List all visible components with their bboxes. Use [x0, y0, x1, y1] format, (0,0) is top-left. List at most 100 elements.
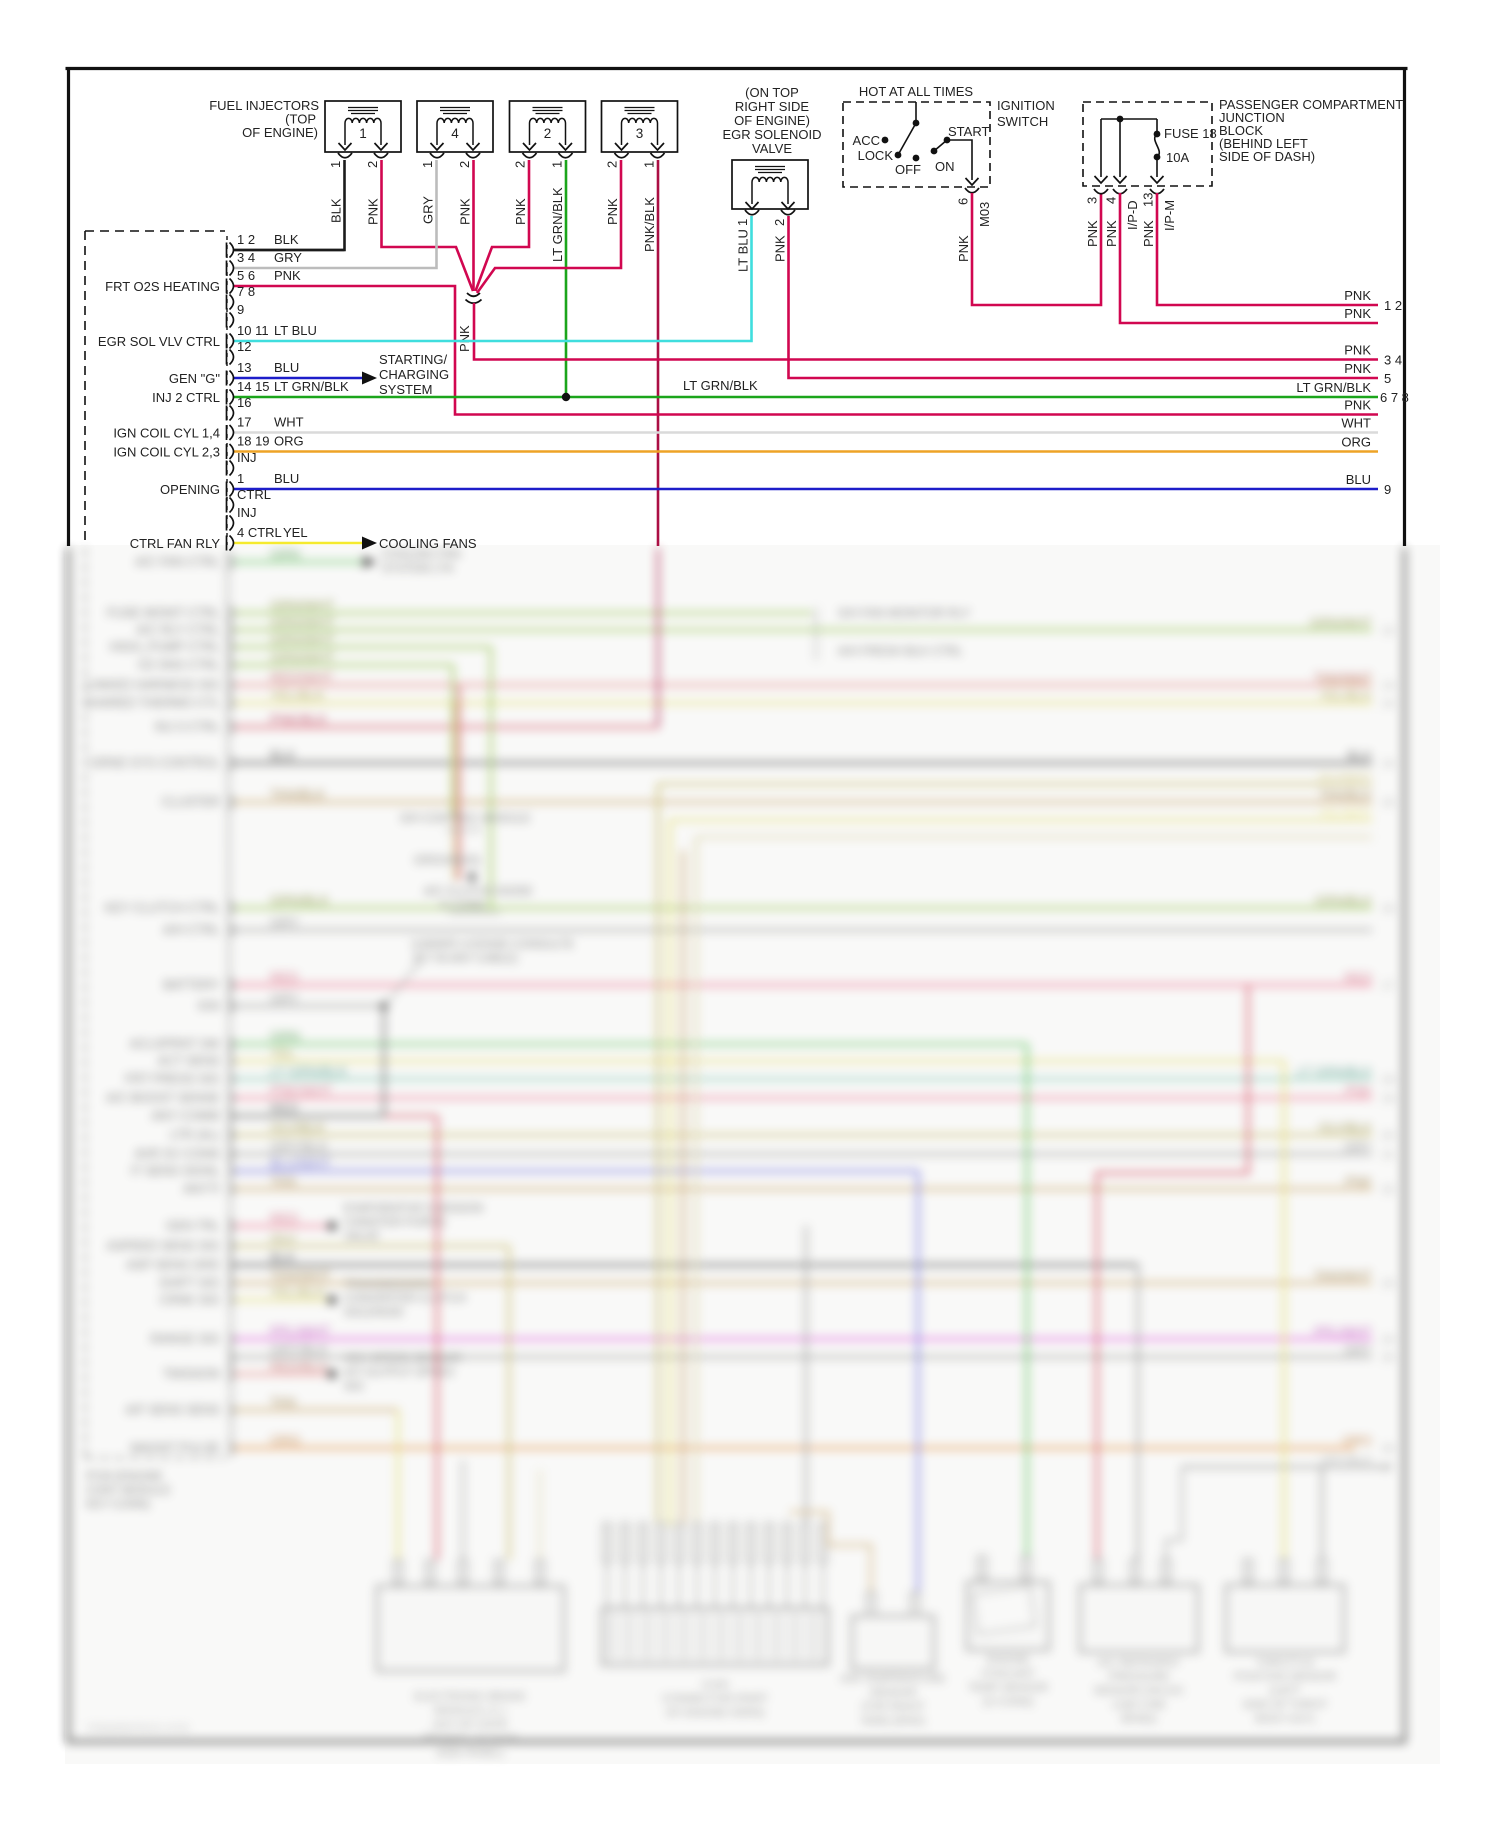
svg-text:10 11: 10 11	[237, 323, 269, 338]
svg-text:YEL: YEL	[270, 1046, 296, 1061]
svg-text:TRANSMISSION: TRANSMISSION	[344, 1279, 432, 1291]
svg-text:RED: RED	[270, 970, 299, 985]
svg-text:CLUSTER: CLUSTER	[162, 795, 220, 809]
svg-text:A/T OUTPUT SPEED: A/T OUTPUT SPEED	[344, 1367, 454, 1379]
svg-text:A/H FRESH BLK CTRL: A/H FRESH BLK CTRL	[838, 644, 963, 658]
svg-text:CONNECTOR (PART: CONNECTOR (PART	[662, 1693, 768, 1705]
svg-text:TMSSION: TMSSION	[163, 1367, 220, 1381]
svg-text:PPL/WHT: PPL/WHT	[1314, 1324, 1372, 1339]
svg-text:13: 13	[237, 360, 251, 375]
svg-text:A/C FAN CTRL: A/C FAN CTRL	[135, 555, 220, 569]
svg-text:A/C REFRGRNT: A/C REFRGRNT	[1098, 1657, 1181, 1669]
svg-text:GRN: GRN	[270, 1029, 300, 1044]
svg-text:1: 1	[237, 471, 244, 486]
svg-text:TAN/BLK: TAN/BLK	[270, 787, 325, 802]
svg-text:PNK: PNK	[1344, 398, 1371, 413]
svg-text:MODULE ( C ): MODULE ( C )	[434, 1705, 506, 1717]
svg-text:A/C BOOST SENSE: A/C BOOST SENSE	[106, 1091, 220, 1105]
svg-text:6: 6	[956, 198, 971, 205]
svg-text:FUSE MONIT CTRL: FUSE MONIT CTRL	[107, 606, 220, 620]
svg-text:PNK: PNK	[1344, 288, 1371, 303]
svg-text:OLV/BLK: OLV/BLK	[270, 1120, 325, 1135]
svg-text:10A: 10A	[1166, 150, 1189, 165]
svg-text:ENGINE: ENGINE	[987, 1654, 1029, 1666]
svg-text:5: 5	[1384, 371, 1391, 386]
svg-text:PNK: PNK	[1344, 306, 1371, 321]
svg-text:A/F SENS SENS: A/F SENS SENS	[126, 1403, 220, 1417]
svg-text:GROUND(S): GROUND(S)	[414, 855, 481, 867]
svg-text:BODY ASY): BODY ASY)	[1255, 1713, 1314, 1725]
svg-text:PNK: PNK	[513, 198, 528, 225]
svg-text:LIQD LINE: LIQD LINE	[1112, 1699, 1165, 1711]
svg-text:ASP SENS GRD: ASP SENS GRD	[126, 1258, 220, 1272]
svg-text:GRY/BLK: GRY/BLK	[270, 1342, 328, 1357]
svg-text:16: 16	[1382, 903, 1394, 915]
svg-text:3: 3	[636, 126, 644, 141]
svg-text:FUEL INJECTORS: FUEL INJECTORS	[209, 98, 319, 113]
svg-text:TAN/WHT: TAN/WHT	[1314, 1268, 1372, 1283]
svg-text:BLU/WHT: BLU/WHT	[270, 1156, 331, 1171]
svg-text:SHIFT SIG: SHIFT SIG	[159, 1276, 220, 1290]
svg-text:RANGE SIG: RANGE SIG	[151, 1332, 220, 1346]
svg-text:GRY: GRY	[1344, 1139, 1372, 1154]
svg-text:9: 9	[237, 302, 244, 317]
svg-text:LT GRN/BLK: LT GRN/BLK	[1296, 380, 1371, 395]
svg-text:SENSOR (ON A/C: SENSOR (ON A/C	[1094, 1685, 1185, 1697]
svg-text:A/C RLY CTRL: A/C RLY CTRL	[136, 623, 220, 637]
svg-text:GRY: GRY	[1344, 1342, 1372, 1357]
svg-text:1: 1	[642, 161, 657, 168]
svg-text:1: 1	[735, 219, 750, 226]
svg-text:OLV: OLV	[270, 1231, 296, 1246]
svg-text:(TOP RIGHT: (TOP RIGHT	[861, 1701, 924, 1713]
svg-text:RED/WHT: RED/WHT	[270, 670, 333, 685]
svg-text:WHT: WHT	[274, 415, 304, 430]
svg-text:GRN: GRN	[270, 547, 300, 562]
svg-text:IGN COIL CYL 1,4: IGN COIL CYL 1,4	[113, 426, 220, 441]
svg-text:5 6: 5 6	[237, 268, 255, 283]
svg-text:RED: RED	[270, 1101, 299, 1116]
svg-text:GRY/BLK: GRY/BLK	[1320, 1453, 1372, 1467]
svg-text:PCM (ENGINE: PCM (ENGINE	[86, 1471, 163, 1483]
svg-text:YEL/WHT: YEL/WHT	[1319, 806, 1373, 820]
svg-text:TAN: TAN	[270, 1395, 296, 1410]
svg-text:ON: ON	[935, 159, 955, 174]
svg-text:ORG: ORG	[1341, 435, 1371, 450]
svg-text:CTRL: CTRL	[237, 487, 271, 502]
svg-text:YEL: YEL	[283, 525, 308, 540]
svg-text:C100: C100	[702, 1679, 728, 1691]
svg-text:VALVE: VALVE	[752, 141, 792, 156]
svg-text:BLU: BLU	[274, 360, 299, 375]
svg-text:LINKED HARNESS SIG: LINKED HARNESS SIG	[86, 678, 220, 692]
svg-text:6 7 8: 6 7 8	[1380, 390, 1409, 405]
svg-text:BLK: BLK	[270, 748, 296, 763]
svg-text:PNK: PNK	[274, 268, 301, 283]
svg-text:PNK: PNK	[1085, 220, 1100, 247]
svg-text:(LEFT: (LEFT	[1270, 1685, 1301, 1697]
svg-text:ACLSPRNT SW: ACLSPRNT SW	[130, 1037, 220, 1051]
svg-text:ORG: ORG	[274, 434, 304, 449]
svg-text:LT GRN/BLK: LT GRN/BLK	[274, 379, 349, 394]
svg-text:GRY: GRY	[274, 250, 302, 265]
svg-text:14 15: 14 15	[237, 379, 270, 394]
svg-text:OF ENGINE): OF ENGINE)	[734, 113, 810, 128]
svg-text:GRN/BLK: GRN/BLK	[1315, 893, 1372, 908]
svg-text:(TOP: (TOP	[285, 112, 316, 127]
svg-text:2: 2	[605, 161, 620, 168]
svg-text:BATTERY: BATTERY	[164, 978, 221, 992]
svg-text:TEMP SENSOR: TEMP SENSOR	[968, 1682, 1048, 1694]
svg-text:A/M TEMPERATURE: A/M TEMPERATURE	[841, 1673, 946, 1685]
svg-text:2: 2	[544, 126, 552, 141]
svg-text:MAGNT PULSE: MAGNT PULSE	[131, 1441, 220, 1455]
svg-text:26: 26	[1382, 1443, 1394, 1455]
svg-text:2: 2	[772, 219, 787, 226]
svg-text:2: 2	[513, 161, 528, 168]
svg-text:7 8: 7 8	[237, 284, 255, 299]
svg-text:SIDE) (ENG): SIDE) (ENG)	[861, 1715, 925, 1727]
svg-text:IGNITION: IGNITION	[997, 98, 1055, 113]
svg-text:OPENING: OPENING	[160, 482, 220, 497]
svg-text:21: 21	[1382, 1149, 1394, 1161]
svg-text:GRY: GRY	[421, 196, 436, 224]
svg-text:SIDE OF THROT: SIDE OF THROT	[1243, 1699, 1328, 1711]
svg-text:TAN/WHT: TAN/WHT	[270, 1268, 331, 1283]
svg-text:BHND): BHND)	[1122, 1713, 1157, 1725]
